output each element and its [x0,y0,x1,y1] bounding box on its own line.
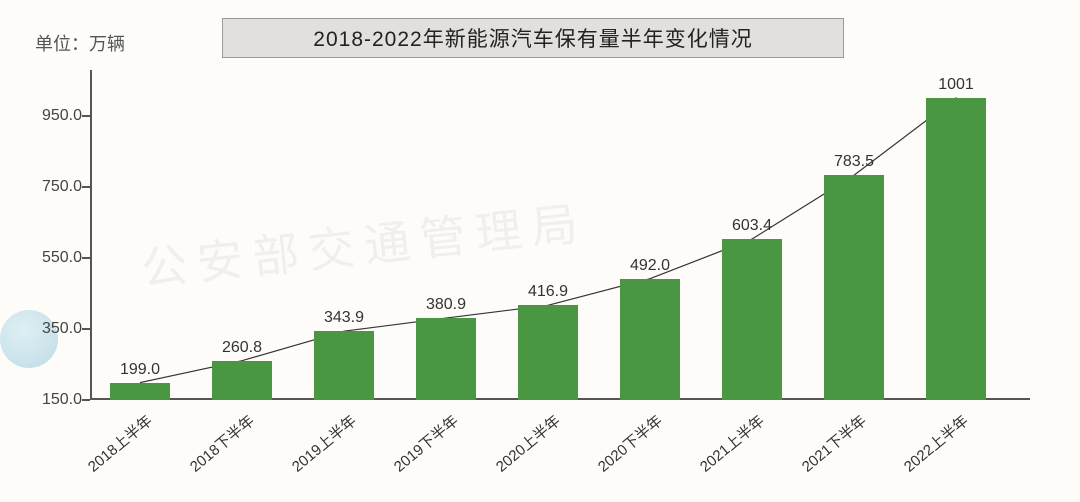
category-label: 2018上半年 [83,410,157,476]
bar [620,279,680,400]
y-tick-label: 950.0 [22,107,82,125]
category-label: 2019下半年 [389,410,463,476]
y-tick-label: 150.0 [22,391,82,409]
y-tick-label: 750.0 [22,178,82,196]
category-label: 2018下半年 [185,410,259,476]
bar-value-label: 1001 [938,76,974,94]
y-tick [82,328,90,330]
plot-area: 150.0350.0550.0750.0950.0199.02018上半年260… [90,70,1030,400]
category-label: 2022上半年 [899,410,973,476]
y-tick [82,186,90,188]
bar [416,318,476,400]
chart-title-text: 2018-2022年新能源汽车保有量半年变化情况 [313,23,752,53]
bar [212,361,272,400]
watermark-badge [0,310,58,368]
chart-title: 2018-2022年新能源汽车保有量半年变化情况 [222,18,844,58]
bar-value-label: 199.0 [120,361,160,379]
category-label: 2021上半年 [695,410,769,476]
bar-value-label: 416.9 [528,283,568,301]
y-tick [82,399,90,401]
y-tick-label: 350.0 [22,320,82,338]
bar-value-label: 603.4 [732,217,772,235]
bar [722,239,782,400]
bar-value-label: 783.5 [834,153,874,171]
y-tick-label: 550.0 [22,249,82,267]
category-label: 2020上半年 [491,410,565,476]
unit-label: 单位：万辆 [35,30,125,56]
category-label: 2020下半年 [593,410,667,476]
bar [824,175,884,400]
bar-value-label: 380.9 [426,296,466,314]
chart-figure: { "chart": { "type": "bar", "title": "20… [0,0,1080,502]
bar-value-label: 343.9 [324,309,364,327]
y-tick [82,115,90,117]
bar-value-label: 492.0 [630,257,670,275]
category-label: 2019上半年 [287,410,361,476]
y-tick [82,257,90,259]
bar [110,383,170,400]
bar [314,331,374,400]
category-label: 2021下半年 [797,410,871,476]
bar-value-label: 260.8 [222,339,262,357]
bar [926,98,986,400]
bar [518,305,578,400]
